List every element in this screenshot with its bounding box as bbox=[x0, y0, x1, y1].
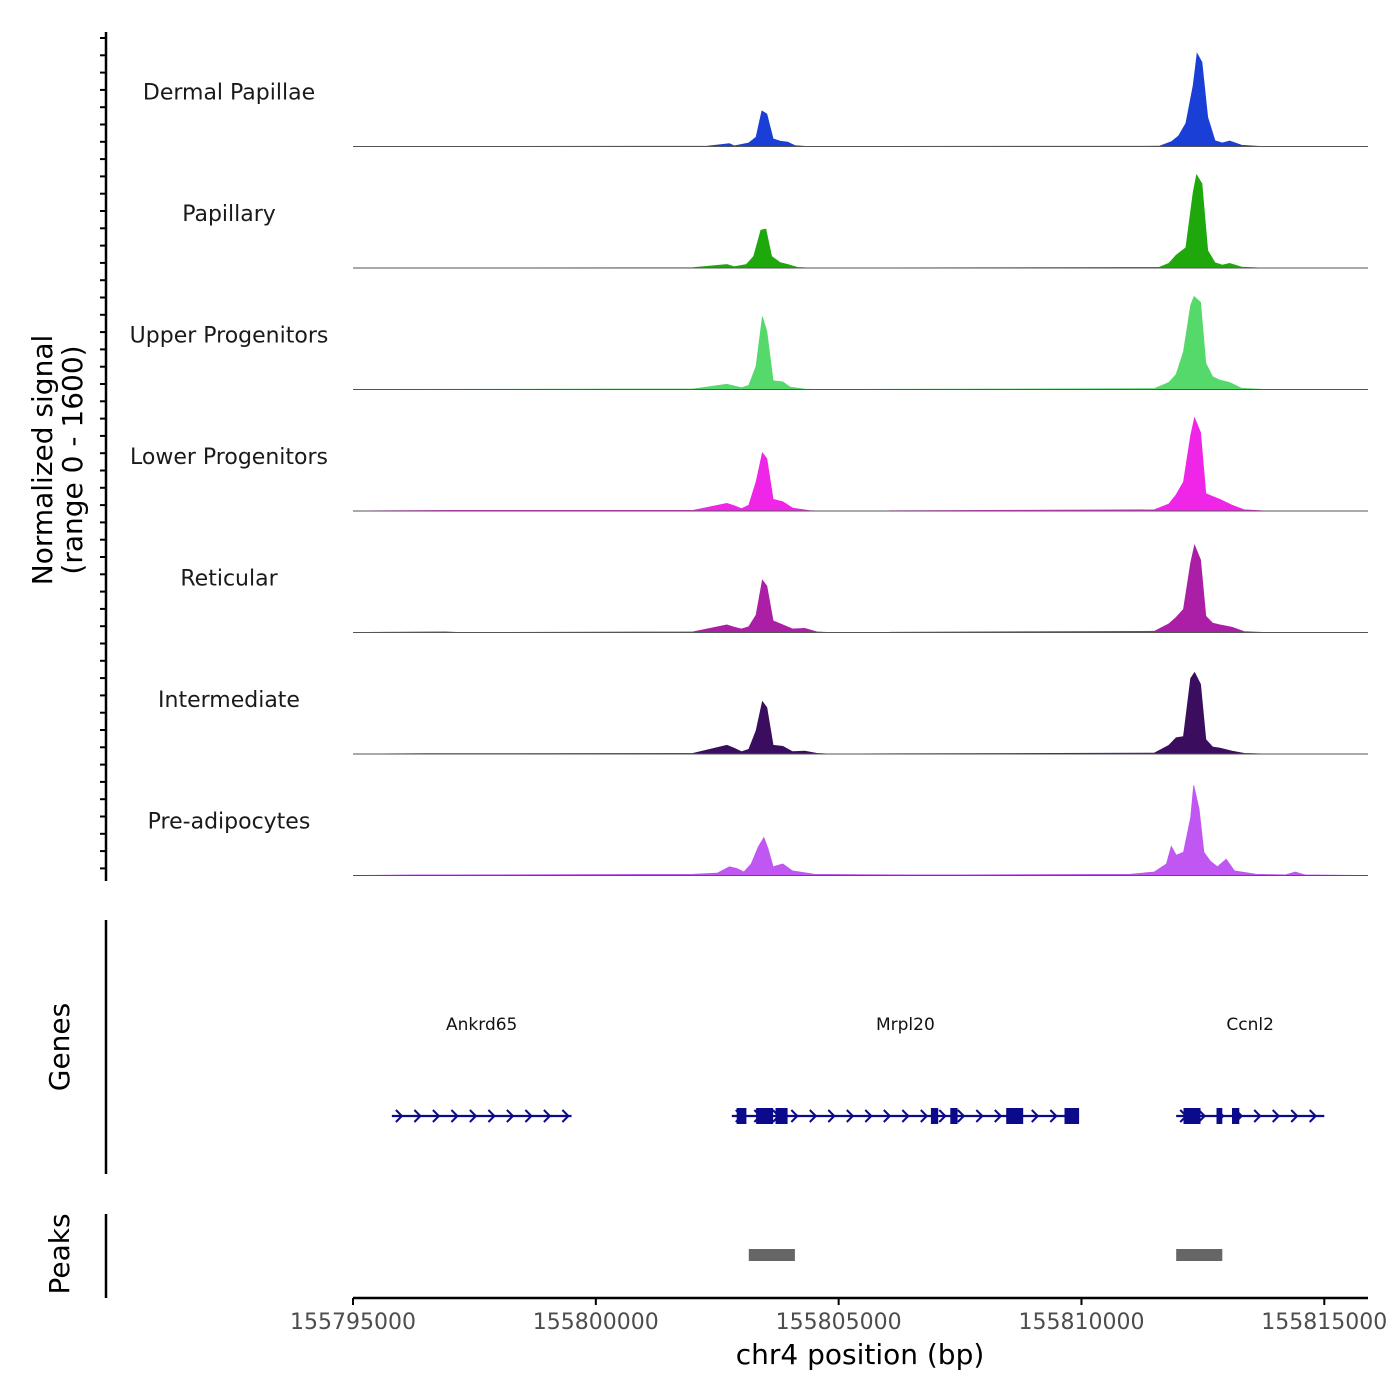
track-intermediate: Intermediate bbox=[158, 671, 1368, 755]
x-tick-label: 155805000 bbox=[776, 1310, 902, 1335]
x-tick-label: 155795000 bbox=[290, 1310, 416, 1335]
strand-arrow bbox=[506, 1109, 515, 1123]
peak-bar bbox=[1176, 1249, 1223, 1261]
strand-arrow bbox=[395, 1109, 404, 1123]
track-pre-adipocytes: Pre-adipocytes bbox=[148, 785, 1369, 876]
gene-mrpl20: Mrpl20 bbox=[731, 1015, 1080, 1124]
track-label: Lower Progenitors bbox=[130, 445, 328, 470]
x-tick-label: 155800000 bbox=[533, 1310, 659, 1335]
peak-regions bbox=[748, 1249, 1223, 1261]
track-papillary: Papillary bbox=[182, 173, 1368, 269]
coverage-area bbox=[352, 173, 1368, 269]
strand-arrow bbox=[1308, 1109, 1318, 1123]
coverage-area bbox=[352, 52, 1368, 147]
exon bbox=[736, 1108, 747, 1124]
strand-arrow bbox=[1031, 1109, 1040, 1123]
exon bbox=[950, 1108, 958, 1124]
exon bbox=[756, 1108, 774, 1124]
track-label: Pre-adipocytes bbox=[148, 810, 311, 835]
strand-arrow bbox=[920, 1109, 929, 1123]
track-label: Intermediate bbox=[158, 688, 300, 713]
strand-arrow bbox=[1049, 1109, 1058, 1123]
gene-label: Ankrd65 bbox=[446, 1015, 517, 1035]
genes-axis-title: Genes bbox=[43, 1003, 76, 1091]
strand-arrow bbox=[1197, 1109, 1207, 1123]
strand-arrow bbox=[1253, 1109, 1262, 1123]
peak-bar bbox=[748, 1249, 795, 1261]
coverage-area bbox=[352, 543, 1368, 633]
strand-arrow bbox=[846, 1109, 855, 1123]
gene-annotations: Ankrd65 Mrpl20 Ccnl2 bbox=[391, 1015, 1325, 1124]
x-tick-label: 155810000 bbox=[1019, 1310, 1145, 1335]
y-axis-title: Normalized signal bbox=[26, 335, 59, 586]
gene-label: Mrpl20 bbox=[876, 1015, 935, 1035]
strand-arrow bbox=[1290, 1109, 1299, 1123]
x-axis-ticks: 155795000 155800000 155805000 155810000 1558… bbox=[290, 1298, 1387, 1335]
coverage-area bbox=[352, 416, 1368, 512]
exon bbox=[1064, 1108, 1080, 1124]
track-upper-progenitors: Upper Progenitors bbox=[130, 295, 1368, 390]
strand-arrow bbox=[809, 1109, 818, 1123]
strand-arrow bbox=[561, 1109, 570, 1123]
track-label: Reticular bbox=[180, 567, 278, 592]
strand-arrow bbox=[938, 1109, 947, 1123]
exon bbox=[1232, 1108, 1240, 1124]
exon bbox=[775, 1108, 788, 1124]
peaks-axis-title: Peaks bbox=[43, 1213, 76, 1294]
track-reticular: Reticular bbox=[180, 543, 1368, 633]
x-tick-label: 155815000 bbox=[1261, 1310, 1387, 1335]
strand-arrow bbox=[1271, 1109, 1281, 1123]
strand-arrow bbox=[994, 1109, 1003, 1123]
strand-arrow bbox=[450, 1109, 459, 1123]
strand-arrow bbox=[413, 1109, 422, 1123]
exon bbox=[1006, 1108, 1024, 1124]
track-label: Papillary bbox=[182, 202, 276, 227]
strand-arrow bbox=[883, 1109, 892, 1123]
gene-ankrd65: Ankrd65 bbox=[391, 1015, 572, 1123]
track-label: Dermal Papillae bbox=[143, 81, 315, 106]
strand-arrow bbox=[524, 1109, 533, 1123]
track-lower-progenitors: Lower Progenitors bbox=[130, 416, 1368, 512]
strand-arrow bbox=[957, 1109, 966, 1123]
strand-arrow bbox=[975, 1109, 984, 1123]
coverage-area bbox=[352, 785, 1369, 876]
exon bbox=[1216, 1108, 1223, 1124]
gene-label: Ccnl2 bbox=[1226, 1015, 1274, 1035]
y-axis-range: (range 0 - 1600) bbox=[56, 345, 89, 574]
coverage-tracks: Dermal Papillae Papillary Upper Progenitor… bbox=[130, 52, 1369, 876]
track-dermal-papillae: Dermal Papillae bbox=[143, 52, 1368, 147]
strand-arrow bbox=[487, 1109, 496, 1123]
strand-arrow bbox=[543, 1109, 552, 1123]
track-label: Upper Progenitors bbox=[130, 324, 329, 349]
strand-arrow bbox=[790, 1109, 799, 1123]
coverage-area bbox=[352, 671, 1368, 755]
gene-ccnl2: Ccnl2 bbox=[1176, 1015, 1325, 1124]
strand-arrow bbox=[827, 1109, 836, 1123]
strand-arrow bbox=[432, 1109, 441, 1123]
coverage-area bbox=[352, 295, 1368, 390]
exon bbox=[930, 1108, 939, 1124]
strand-arrow bbox=[864, 1109, 873, 1123]
strand-arrow bbox=[901, 1109, 910, 1123]
x-axis-title: chr4 position (bp) bbox=[736, 1338, 985, 1371]
exon bbox=[1183, 1108, 1201, 1124]
strand-arrow bbox=[469, 1109, 478, 1123]
